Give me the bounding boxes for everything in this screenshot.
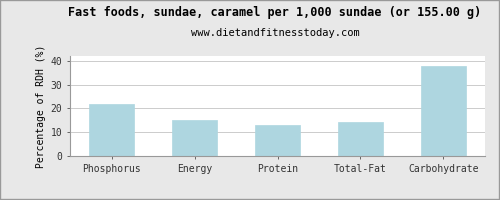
Bar (172, 120, 218, 156)
Bar (89, 104, 134, 156)
Bar (338, 122, 383, 156)
Text: www.dietandfitnesstoday.com: www.dietandfitnesstoday.com (190, 28, 360, 38)
Bar (254, 125, 300, 156)
Bar (420, 66, 466, 156)
Text: Fast foods, sundae, caramel per 1,000 sundae (or 155.00 g): Fast foods, sundae, caramel per 1,000 su… (68, 6, 482, 19)
Y-axis label: Percentage of RDH (%): Percentage of RDH (%) (36, 44, 46, 168)
